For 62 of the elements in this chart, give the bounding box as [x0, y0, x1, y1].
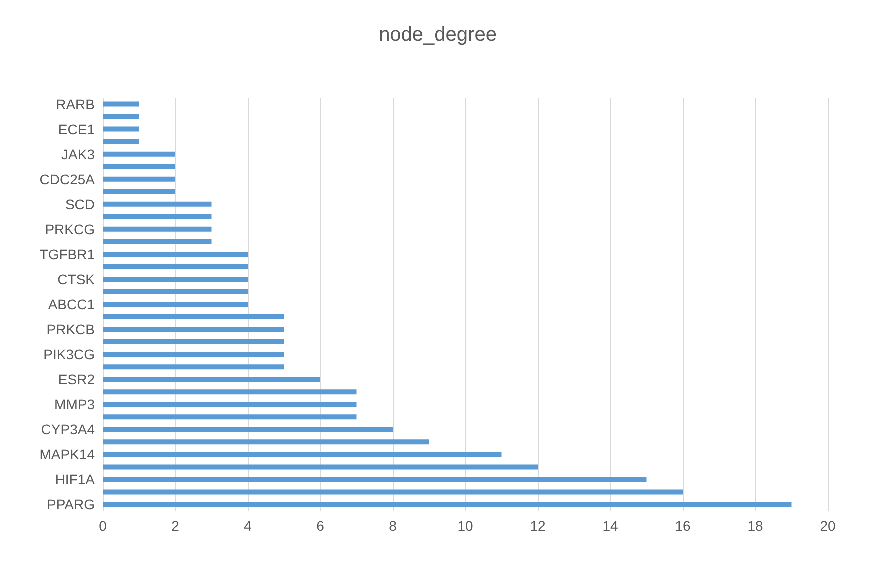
- bar: [103, 477, 647, 482]
- y-tick-label: PRKCB: [46, 322, 95, 338]
- bar: [103, 327, 284, 332]
- chart-title: node_degree: [379, 24, 497, 46]
- bar: [103, 226, 212, 232]
- y-tick-label: PIK3CG: [44, 346, 95, 363]
- bar: [103, 264, 248, 270]
- x-tick-label: 18: [748, 518, 764, 534]
- x-tick-label: 2: [172, 518, 180, 534]
- bar: [103, 352, 284, 358]
- bar: [103, 302, 248, 307]
- y-tick-label: HIF1A: [55, 472, 96, 488]
- bar: [103, 390, 357, 395]
- bar: [103, 152, 176, 157]
- y-tick-label: SCD: [65, 196, 95, 212]
- bar: [103, 364, 284, 370]
- bar: [103, 139, 140, 144]
- bar: [103, 314, 284, 320]
- y-tick-label: ECE1: [58, 121, 96, 138]
- bar: [103, 414, 357, 420]
- x-tick-label: 8: [389, 518, 398, 534]
- y-tick-label: ESR2: [58, 372, 96, 388]
- x-tick-label: 10: [458, 518, 474, 534]
- bar: [103, 102, 140, 107]
- bar: [103, 502, 792, 508]
- y-tick-label: PPARG: [47, 496, 95, 513]
- y-tick-label: CDC25A: [40, 171, 96, 188]
- bar: [103, 202, 212, 207]
- bar: [103, 464, 538, 470]
- y-tick-label: JAK3: [62, 146, 96, 162]
- bar: [103, 114, 140, 120]
- bar: [103, 189, 176, 194]
- y-tick-label: CTSK: [58, 271, 96, 288]
- y-tick-label: MAPK14: [40, 446, 96, 463]
- x-tick-label: 14: [602, 518, 618, 534]
- y-tick-label: PRKCG: [45, 221, 95, 238]
- bar: [103, 440, 430, 445]
- bar: [103, 340, 284, 345]
- y-tick-label: RARB: [56, 96, 95, 112]
- bar: [103, 214, 212, 220]
- bar: [103, 289, 248, 294]
- bar: [103, 176, 176, 182]
- bar: [103, 402, 357, 408]
- bar: [103, 239, 212, 244]
- x-tick-label: 6: [316, 518, 325, 534]
- x-tick-label: 12: [530, 518, 546, 534]
- y-tick-label: ABCC1: [48, 296, 96, 312]
- bar: [103, 252, 248, 257]
- bar: [103, 452, 502, 458]
- bar: [103, 126, 140, 132]
- x-tick-label: 4: [244, 518, 252, 534]
- y-tick-label: MMP3: [54, 396, 96, 413]
- x-tick-label: 20: [820, 518, 836, 534]
- x-tick-label: 0: [99, 518, 108, 534]
- bar: [103, 490, 683, 495]
- y-tick-label: TGFBR1: [40, 246, 96, 262]
- bar: [103, 377, 320, 382]
- bar: [103, 427, 393, 432]
- y-tick-label: CYP3A4: [41, 422, 96, 438]
- x-tick-label: 16: [675, 518, 691, 534]
- bar: [103, 164, 176, 170]
- bar: [103, 276, 248, 282]
